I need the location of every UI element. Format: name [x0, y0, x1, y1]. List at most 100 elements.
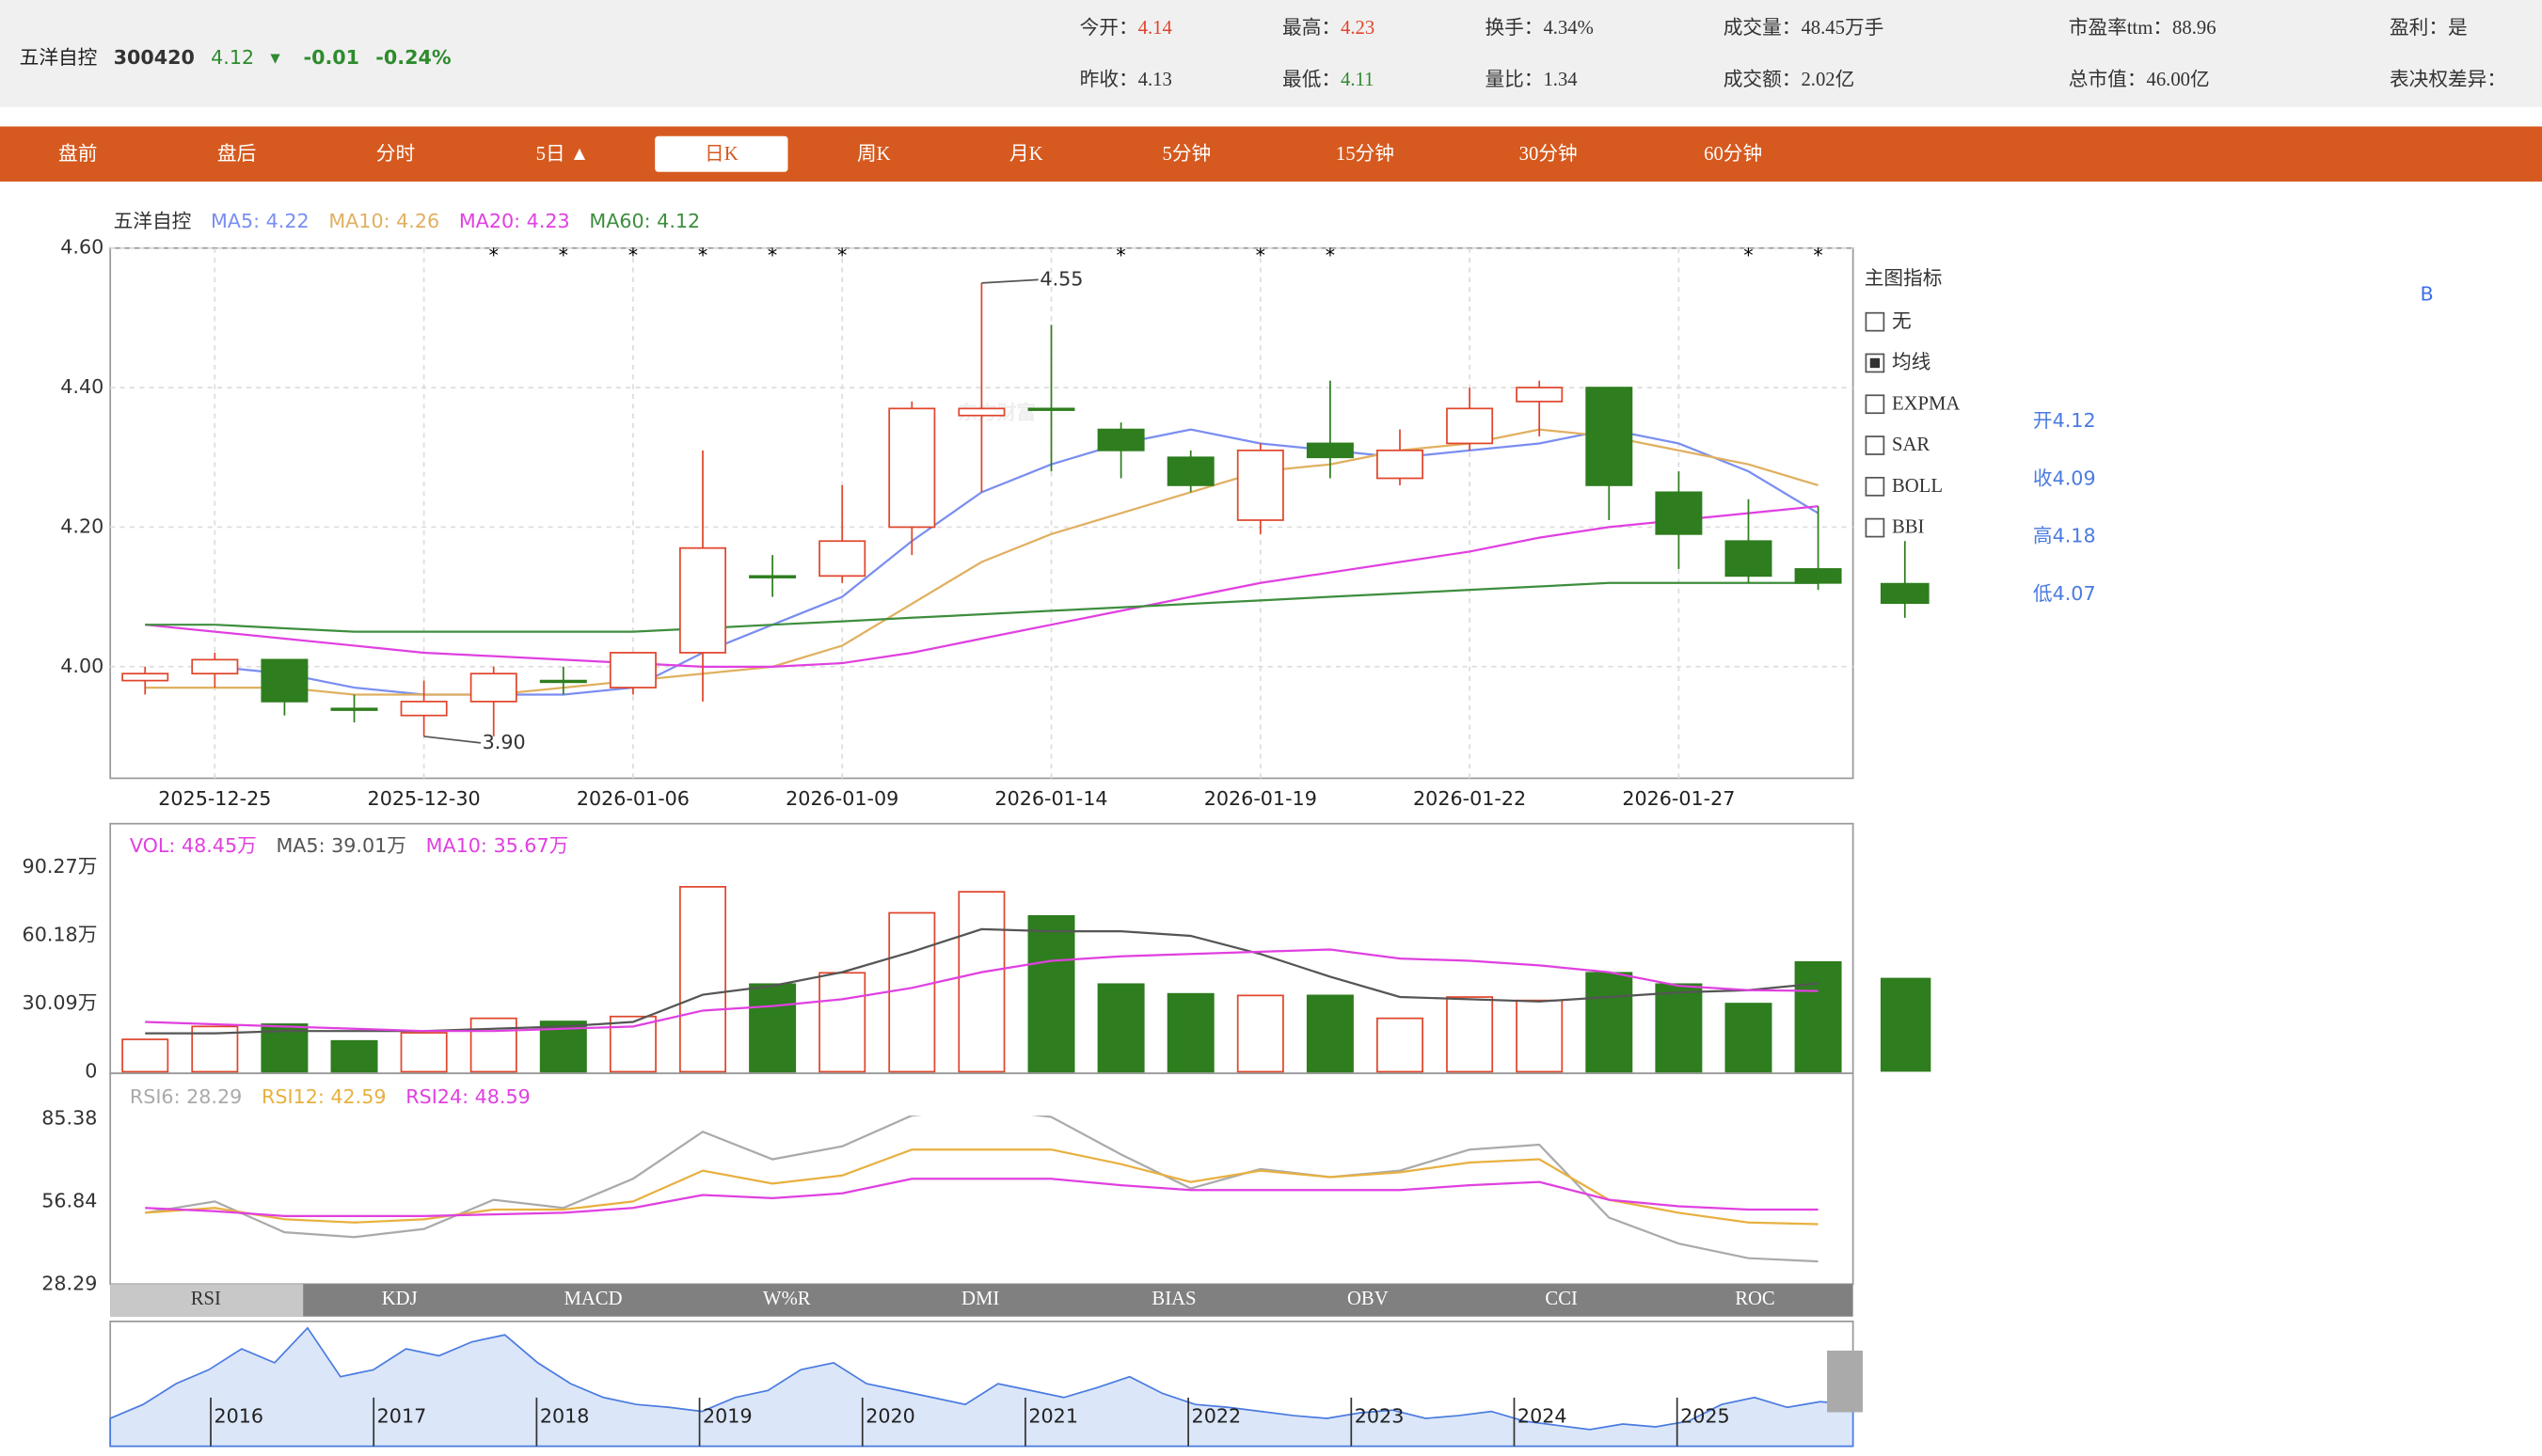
- tab[interactable]: 分时: [376, 143, 415, 165]
- x-tick-label: 2026-01-06: [577, 787, 690, 810]
- tab[interactable]: 盘前: [58, 143, 97, 165]
- min-label: 3.90: [483, 731, 526, 753]
- legend-entry: MA10: 4.26: [328, 210, 439, 232]
- volume-bar: [679, 885, 726, 1073]
- tab[interactable]: 日K: [705, 144, 739, 165]
- event-marker: *: [628, 244, 638, 266]
- volume-bar: [888, 911, 936, 1073]
- checkbox[interactable]: [1865, 311, 1885, 332]
- indicator-tab[interactable]: OBV: [1347, 1289, 1389, 1309]
- extra-volume: [1880, 977, 1931, 1072]
- tab[interactable]: 60分钟: [1704, 143, 1762, 165]
- x-tick-label: 2025-12-30: [368, 787, 481, 810]
- indicator-tab[interactable]: BIAS: [1152, 1289, 1196, 1309]
- event-marker: *: [698, 244, 707, 266]
- tab[interactable]: 5分钟: [1163, 143, 1212, 165]
- annotation-label: 高4.18: [2033, 525, 2096, 547]
- y-tick-label: 60.18万: [23, 924, 98, 946]
- year-label: 2025: [1680, 1405, 1730, 1428]
- tab[interactable]: 15分钟: [1336, 143, 1394, 165]
- candle-body: [1516, 387, 1564, 403]
- volume-bar: [1655, 983, 1703, 1073]
- candle-body: [958, 407, 1006, 417]
- line-series: [145, 1148, 1819, 1226]
- candle-body: [1097, 428, 1145, 451]
- event-marker: *: [837, 244, 847, 266]
- candle-body: [1724, 540, 1772, 578]
- checkbox[interactable]: [1865, 435, 1885, 455]
- panel-option[interactable]: EXPMA: [1892, 393, 1960, 414]
- y-tick-label: 56.84: [41, 1189, 97, 1211]
- panel-option[interactable]: BBI: [1892, 517, 1925, 538]
- legend-entry: MA60: 4.12: [589, 210, 700, 232]
- scroll-handle[interactable]: [1827, 1350, 1863, 1413]
- line-series: [145, 581, 1819, 633]
- header-price: 4.12: [211, 46, 254, 69]
- indicator-tab[interactable]: DMI: [961, 1289, 999, 1309]
- stat-value: 4.11: [1341, 70, 1374, 90]
- y-tick-label: 4.00: [60, 655, 103, 677]
- indicator-tab[interactable]: ROC: [1735, 1289, 1775, 1309]
- tab[interactable]: 5日 ▲: [536, 144, 590, 165]
- indicator-tab[interactable]: W%R: [763, 1289, 811, 1309]
- indicator-tab[interactable]: MACD: [564, 1289, 622, 1309]
- year-label: 2018: [540, 1405, 590, 1428]
- checkbox[interactable]: [1865, 476, 1885, 497]
- header-name: 五洋自控: [20, 46, 98, 69]
- volume-bar: [1585, 972, 1633, 1073]
- x-tick-label: 2026-01-27: [1622, 787, 1735, 810]
- header-change: -0.01: [303, 46, 359, 69]
- candle-body: [330, 707, 378, 711]
- indicator-tab[interactable]: RSI: [191, 1289, 221, 1309]
- checkbox[interactable]: [1865, 394, 1885, 415]
- tab[interactable]: 周K: [857, 144, 891, 165]
- legend-entry: MA20: 4.23: [459, 210, 570, 232]
- tab[interactable]: 月K: [1009, 144, 1043, 165]
- year-label: 2023: [1355, 1405, 1405, 1428]
- x-tick-label: 2026-01-19: [1204, 787, 1317, 810]
- volume-bar: [1724, 1003, 1772, 1073]
- x-tick-label: 2026-01-22: [1413, 787, 1526, 810]
- y-tick-label: 4.40: [60, 375, 103, 398]
- volume-bar: [330, 1039, 378, 1073]
- tab[interactable]: 盘后: [217, 143, 256, 165]
- candle-body: [609, 652, 657, 688]
- panel-option[interactable]: BOLL: [1892, 476, 1943, 497]
- y-tick-label: 4.60: [60, 236, 103, 259]
- volume-bar: [1306, 994, 1354, 1073]
- indicator-active: [110, 1284, 304, 1317]
- volume-bar: [818, 972, 866, 1073]
- panel-option[interactable]: 均线: [1892, 352, 1930, 373]
- volume-bar: [1516, 999, 1564, 1073]
- panel-title: 主图指标: [1865, 266, 1943, 289]
- candle-body: [749, 575, 797, 578]
- candle-body: [1167, 456, 1215, 486]
- stat-label: 表决权差异：: [2390, 69, 2506, 90]
- legend-entry: VOL: 48.45万: [130, 834, 257, 857]
- legend-entry: MA5: 39.01万: [276, 834, 406, 857]
- panel-option[interactable]: SAR: [1892, 435, 1930, 455]
- event-marker: *: [1813, 244, 1822, 266]
- year-label: 2022: [1192, 1405, 1242, 1428]
- stat-label: 量比：: [1485, 69, 1543, 90]
- checkbox[interactable]: [1865, 517, 1885, 538]
- y-tick-label: 90.27万: [23, 855, 98, 878]
- indicator-tab[interactable]: CCI: [1545, 1289, 1578, 1309]
- candle-body: [1585, 387, 1633, 486]
- tab[interactable]: 30分钟: [1519, 143, 1578, 165]
- volume-bar: [1446, 996, 1494, 1073]
- stat-label: 最低：: [1282, 69, 1341, 90]
- active-tab-bg: [655, 135, 788, 172]
- stat-value: 1.34: [1543, 70, 1578, 90]
- event-marker: *: [559, 244, 568, 266]
- indicator-bar: [110, 1284, 1853, 1317]
- candle-body: [1655, 491, 1703, 535]
- y-tick-label: 85.38: [41, 1106, 97, 1129]
- tab-bar: [0, 126, 2542, 182]
- panel-option[interactable]: 无: [1892, 311, 1912, 332]
- event-marker: *: [1743, 244, 1753, 266]
- indicator-tab[interactable]: KDJ: [382, 1289, 418, 1309]
- header-change-pct: -0.24%: [375, 46, 452, 69]
